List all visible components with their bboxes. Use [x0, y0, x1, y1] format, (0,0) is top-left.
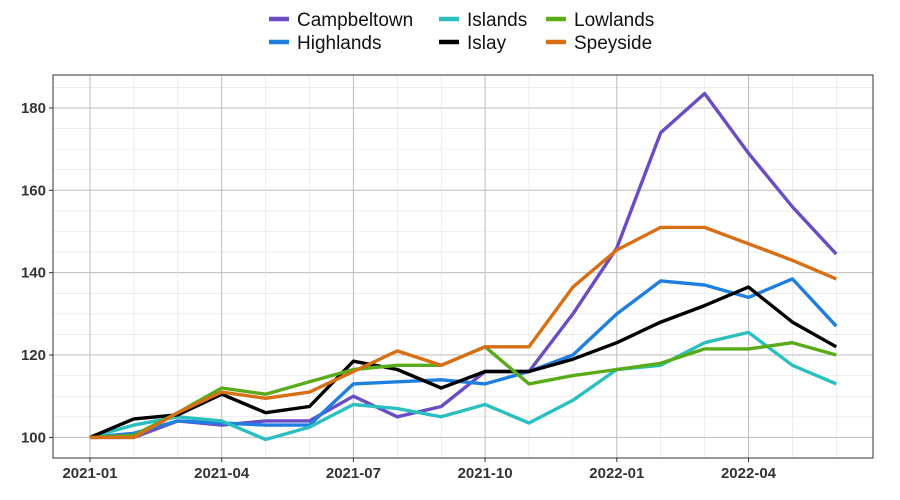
x-tick-label: 2022-04 [721, 465, 777, 482]
y-tick-label: 160 [21, 182, 46, 199]
y-tick-label: 100 [21, 429, 46, 446]
series-line-campbeltown [90, 91, 838, 440]
legend-label-highlands: Highlands [297, 33, 382, 54]
plot-panel [53, 75, 873, 458]
plot-border [52, 74, 874, 459]
x-tick-label: 2022-01 [589, 465, 644, 482]
series-group [89, 91, 838, 442]
series-line-islands [89, 330, 837, 442]
legend-label-speyside: Speyside [574, 33, 652, 54]
legend-label-islands: Islands [467, 10, 527, 31]
y-tick-label: 180 [21, 100, 46, 117]
legend-label-islay: Islay [467, 33, 507, 54]
legend-label-lowlands: Lowlands [574, 10, 654, 31]
y-tick-label: 140 [21, 265, 46, 282]
series-line-speyside [90, 225, 837, 440]
x-tick-label: 2021-10 [458, 465, 513, 482]
series-line-highlands [89, 277, 838, 440]
axes: 100 120 140 160 180 2021-01 2021-04 2021-07 2021… [21, 100, 777, 482]
y-tick-label: 120 [21, 347, 46, 364]
grid [53, 75, 873, 459]
x-tick-label: 2021-04 [194, 465, 250, 482]
x-tick-label: 2021-01 [62, 465, 117, 482]
x-tick-label: 2021-07 [326, 465, 381, 482]
series-line-islay [89, 285, 838, 439]
legend-label-campbeltown: Campbeltown [297, 10, 413, 31]
